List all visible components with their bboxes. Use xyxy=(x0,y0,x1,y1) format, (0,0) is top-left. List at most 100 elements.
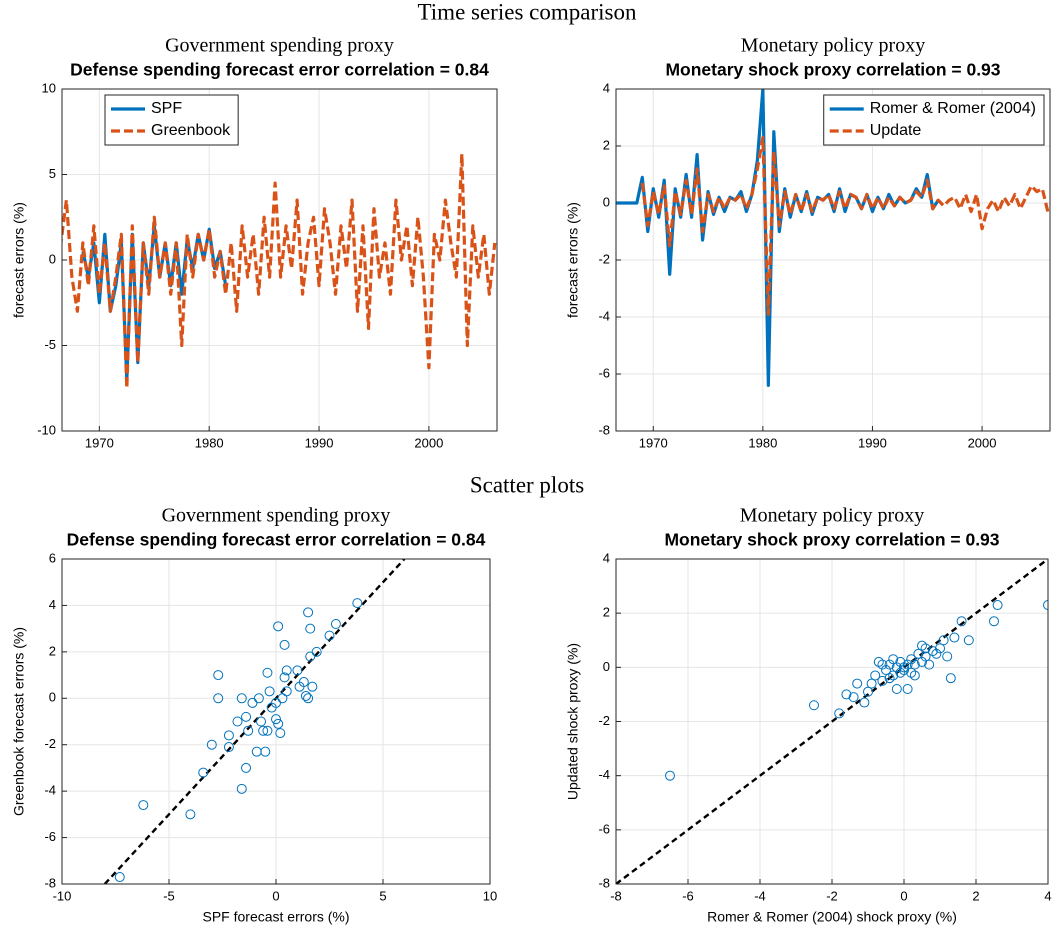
point xyxy=(303,693,314,704)
panel: -10 -5 0 5 10 1970 1980 1990 2000 Government spen… xyxy=(11,35,498,450)
y-tick-label: 6 xyxy=(49,550,56,565)
point xyxy=(281,665,292,676)
point xyxy=(834,708,845,719)
y-tick-label: -10 xyxy=(37,422,56,437)
x-tick-label: -5 xyxy=(163,888,175,903)
point xyxy=(271,714,281,725)
x-tick-label: -8 xyxy=(610,888,622,903)
point xyxy=(881,665,891,676)
point xyxy=(884,673,895,684)
y-tick-label: 2 xyxy=(603,137,610,152)
point xyxy=(223,730,234,741)
y-tick-label: -4 xyxy=(598,767,610,782)
point xyxy=(300,690,311,701)
y-axis-label: forecast errors (%) xyxy=(11,202,27,318)
x-tick-label: 4 xyxy=(1044,888,1051,903)
point xyxy=(185,809,196,820)
point xyxy=(906,667,917,678)
point xyxy=(279,639,290,650)
x-tick-label: 2000 xyxy=(968,435,997,450)
x-tick-label: 1970 xyxy=(85,435,114,450)
point xyxy=(275,728,286,739)
y-tick-label: -2 xyxy=(598,251,610,266)
point xyxy=(927,646,938,657)
point xyxy=(909,670,920,681)
point xyxy=(253,693,264,704)
legend-label: Update xyxy=(870,122,922,139)
y-tick-label: 4 xyxy=(49,597,56,612)
x-tick-label: 1980 xyxy=(748,435,777,450)
point xyxy=(223,742,234,753)
point xyxy=(262,667,273,678)
point xyxy=(258,725,269,736)
x-tick-label: 2 xyxy=(972,888,979,903)
figure-title: Time series comparison xyxy=(418,0,637,24)
legend-box xyxy=(104,94,239,146)
point xyxy=(913,648,924,659)
x-tick-label: 1980 xyxy=(195,435,224,450)
x-axis-label: Romer & Romer (2004) shock proxy (%) xyxy=(707,909,957,925)
point xyxy=(989,616,999,627)
point xyxy=(863,686,873,697)
point xyxy=(852,678,863,689)
point xyxy=(311,646,322,657)
point xyxy=(279,672,290,683)
y-tick-label: -5 xyxy=(44,337,56,352)
point xyxy=(888,654,899,665)
point xyxy=(298,677,309,688)
point xyxy=(949,632,960,643)
point xyxy=(243,725,254,736)
point xyxy=(303,607,314,618)
point xyxy=(256,716,267,727)
y-tick-label: -4 xyxy=(44,783,56,798)
x-tick-label: 1970 xyxy=(639,435,668,450)
point xyxy=(273,718,284,729)
plot-content xyxy=(103,559,406,884)
group-title: Government spending proxy xyxy=(162,505,391,527)
plot-content xyxy=(616,559,1048,884)
point xyxy=(330,619,341,629)
diagonal xyxy=(616,559,1048,884)
point xyxy=(292,665,303,676)
diagonal xyxy=(103,559,406,884)
point xyxy=(924,659,935,670)
y-tick-label: 0 xyxy=(49,251,56,266)
y-tick-label: 2 xyxy=(49,643,56,658)
panel: -8 -6 -4 -2 0 2 4 -8 -6 -4 -2 0 2 4 Monetary policy pr… xyxy=(565,505,1052,925)
point xyxy=(305,651,316,662)
x-tick-label: 5 xyxy=(379,888,386,903)
group-title: Monetary policy proxy xyxy=(741,35,925,57)
axes-box xyxy=(61,88,498,432)
y-tick-label: -4 xyxy=(598,308,610,323)
point xyxy=(963,635,974,646)
point xyxy=(213,670,224,681)
point xyxy=(260,746,271,757)
point xyxy=(956,616,967,627)
y-tick-label: -8 xyxy=(598,875,610,890)
x-tick-label: 1990 xyxy=(305,435,334,450)
point xyxy=(891,662,902,673)
x-tick-label: -6 xyxy=(682,888,694,903)
y-tick-label: 4 xyxy=(603,80,610,95)
y-tick-label: 5 xyxy=(49,166,56,181)
point xyxy=(895,656,906,667)
legend-label: Romer & Romer (2004) xyxy=(870,100,1036,117)
y-tick-label: 10 xyxy=(42,80,56,95)
point xyxy=(902,659,913,670)
group-title: Government spending proxy xyxy=(165,35,394,57)
point xyxy=(917,640,927,651)
legend-label: Greenbook xyxy=(151,122,231,139)
point xyxy=(281,686,292,697)
point xyxy=(935,643,945,654)
axes-box xyxy=(615,88,1051,432)
series-line xyxy=(62,152,497,390)
point xyxy=(236,693,247,704)
legend: Romer & Romer (2004) Update xyxy=(823,94,1045,146)
legend-box xyxy=(823,94,1045,146)
y-axis-label: forecast errors (%) xyxy=(565,202,581,318)
point xyxy=(241,762,252,773)
point xyxy=(899,665,909,676)
point xyxy=(273,621,284,632)
point xyxy=(665,770,675,781)
